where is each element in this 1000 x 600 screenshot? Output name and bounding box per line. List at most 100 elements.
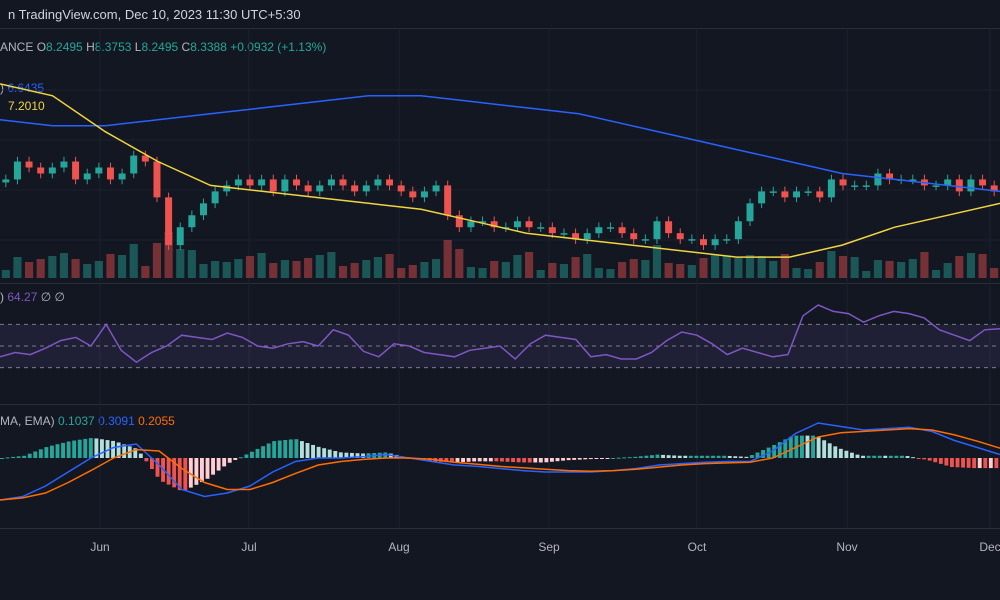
macd-histogram-bar [744,456,749,458]
volume-bar [897,262,906,278]
time-axis-separator [0,528,1000,529]
macd-histogram-bar [344,452,349,458]
macd-histogram-bar [822,440,827,458]
open-value: 8.2495 [46,40,83,54]
macd-signal-value: 0.2055 [138,414,175,428]
macd-histogram-bar [483,458,488,462]
macd-histogram-bar [316,446,321,458]
macd-histogram-bar [950,458,954,467]
volume-bar [629,259,638,278]
macd-histogram-bar [116,442,121,458]
volume-bar [850,257,859,278]
candle-body [293,179,300,186]
candle-body [525,221,533,228]
ma-legend-fast: 7.2010 [8,99,45,113]
macd-histogram-bar [188,458,193,488]
volume-bar [1,270,10,278]
candle-body [258,179,266,186]
volume-bar [757,256,766,278]
volume-bar [269,263,278,278]
macd-histogram-bar [977,458,982,469]
macd-histogram-bar [11,456,15,458]
volume-bar [618,262,627,278]
volume-bar [548,263,557,278]
volume-bar [699,258,708,278]
candle-body [13,161,21,180]
macd-histogram-bar [488,458,493,462]
macd-histogram-bar [77,439,82,458]
macd-line-value: 0.3091 [98,414,135,428]
volume-bar [466,267,475,278]
macd-histogram-bar [544,458,549,463]
macd-histogram-bar [866,455,871,458]
macd-histogram-bar [338,452,343,458]
macd-histogram-bar [294,439,299,458]
macd-histogram-bar [144,458,149,462]
candle-body [374,179,382,186]
candle-body [304,185,312,192]
candle-body [851,185,859,187]
macd-histogram-bar [894,455,899,458]
macd-histogram-bar [111,440,115,458]
macd-histogram-bar [272,441,277,458]
volume-bar [652,245,662,278]
macd-histogram-bar [150,458,154,470]
candle-body [688,239,696,241]
macd-histogram-bar [555,458,560,462]
candle-body [386,179,394,186]
macd-histogram-bar [938,458,943,464]
macd-histogram-bar [100,439,104,458]
volume-bar [257,253,266,278]
macd-histogram-bar [50,445,54,458]
candle-body [944,179,952,186]
macd-histogram-bar [450,458,454,463]
macd-histogram-bar [288,439,293,458]
volume-bar [362,260,371,278]
time-axis-label: Jun [90,540,110,554]
macd-histogram-bar [266,443,271,458]
volume-bar [559,264,569,278]
macd-histogram-bar [355,453,360,458]
macd-histogram-bar [572,458,577,460]
candle-body [665,221,673,234]
volume-bar [571,257,580,278]
macd-histogram-bar [311,444,315,458]
pane-separator-rsi[interactable] [0,404,1000,405]
volume-bar [164,232,173,278]
volume-bar [804,269,813,278]
macd-histogram-bar [705,455,710,458]
macd-hist-value: 0.1037 [58,414,95,428]
macd-histogram-bar [533,458,538,463]
pane-separator-price[interactable] [0,283,1000,284]
volume-bar [525,252,534,278]
macd-histogram-bar [233,458,238,460]
macd-histogram-bar [711,455,715,458]
volume-bar [152,243,162,278]
volume-bar [118,255,127,278]
symbol-label: ANCE [0,40,34,54]
volume-bar [234,259,243,278]
candle-body [420,191,428,198]
volume-bar [815,262,824,278]
candle-body [479,221,487,223]
macd-histogram-bar [827,443,832,458]
macd-histogram-bar [5,457,10,459]
volume-bar [59,253,69,278]
candle-body [246,179,254,186]
candle-body [269,179,277,192]
candle-body [979,179,987,186]
candle-body [409,191,417,198]
macd-histogram-bar [861,455,865,458]
macd-histogram-bar [994,458,999,469]
macd-histogram-bar [244,454,249,458]
candle-body [83,173,91,180]
volume-bar [990,268,999,278]
candle-body [490,221,498,228]
macd-histogram-bar [855,454,860,458]
volume-bar [536,270,545,278]
candle-body [513,221,521,228]
macd-histogram-bar [716,455,721,458]
macd-histogram-bar [305,443,310,458]
macd-histogram-bar [561,458,565,461]
